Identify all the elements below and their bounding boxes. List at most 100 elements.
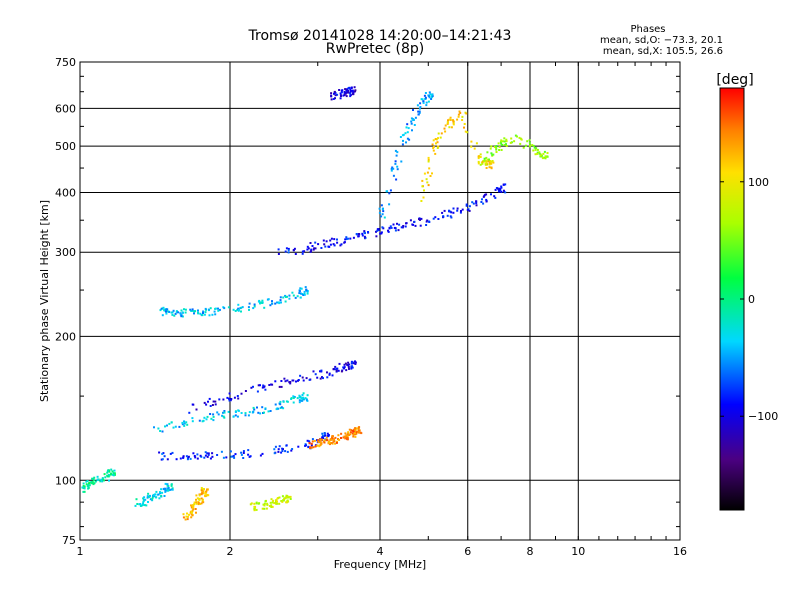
echo-point	[437, 145, 440, 148]
echo-point	[230, 455, 233, 458]
echo-point	[101, 480, 104, 483]
echo-point	[332, 368, 335, 371]
echo-point	[343, 91, 346, 93]
echo-point	[284, 300, 287, 303]
echo-point	[305, 399, 308, 401]
echo-point	[205, 418, 208, 421]
echo-point	[161, 430, 164, 433]
echo-point	[424, 92, 427, 94]
echo-point	[323, 441, 326, 444]
echo-point	[240, 412, 243, 414]
echo-point	[437, 132, 440, 135]
echo-point	[83, 490, 86, 493]
echo-point	[277, 448, 280, 451]
echo-point	[470, 140, 473, 143]
echo-point	[197, 309, 199, 312]
echo-point	[234, 411, 237, 413]
echo-point	[345, 88, 348, 91]
echo-point	[401, 143, 404, 146]
echo-point	[428, 167, 431, 170]
echo-point	[429, 93, 432, 96]
echo-point	[261, 386, 264, 389]
echo-point	[228, 392, 231, 395]
echo-point	[190, 516, 193, 519]
echo-point	[204, 454, 207, 457]
echo-point	[247, 453, 250, 456]
echo-point	[200, 455, 203, 458]
echo-point	[282, 407, 285, 410]
echo-point	[273, 502, 276, 505]
echo-point	[286, 450, 289, 453]
echo-point	[196, 457, 199, 460]
echo-point	[490, 162, 493, 165]
echo-point	[234, 453, 237, 456]
echo-point	[298, 394, 301, 397]
echo-point	[181, 315, 184, 318]
echo-point	[255, 502, 258, 505]
echo-point	[242, 457, 245, 459]
echo-point	[461, 119, 464, 121]
echo-point	[240, 392, 243, 395]
echo-point	[309, 242, 312, 244]
echo-point	[159, 491, 161, 494]
echo-point	[317, 441, 320, 443]
echo-point	[289, 498, 292, 500]
echo-point	[170, 488, 173, 491]
echo-point	[209, 405, 212, 407]
echo-point	[159, 430, 162, 432]
echo-point	[363, 235, 366, 238]
echo-point	[303, 250, 306, 253]
echo-point	[488, 163, 491, 166]
echo-point	[354, 360, 356, 363]
echo-point	[380, 204, 383, 207]
echo-point	[319, 370, 321, 373]
echo-point	[173, 314, 176, 317]
plot-frame	[79, 61, 681, 541]
echo-point	[483, 157, 486, 160]
echo-point	[242, 450, 245, 453]
echo-point	[458, 110, 461, 113]
echo-point	[274, 499, 277, 502]
echo-point	[241, 306, 244, 309]
echo-point	[294, 253, 297, 255]
echo-point	[346, 91, 349, 94]
echo-point	[382, 210, 385, 213]
echo-point	[164, 482, 167, 485]
echo-point	[287, 496, 290, 499]
echo-point	[211, 404, 214, 406]
echo-point	[222, 411, 224, 414]
echo-point	[82, 482, 85, 485]
echo-point	[169, 488, 172, 491]
echo-point	[160, 488, 163, 491]
echo-point	[203, 313, 206, 316]
echo-point	[253, 507, 256, 510]
echo-point	[197, 312, 200, 315]
echo-point	[213, 310, 216, 313]
echo-point	[309, 447, 311, 450]
echo-point	[193, 312, 195, 315]
echo-point	[203, 401, 206, 404]
echo-point	[291, 379, 294, 382]
echo-point	[269, 410, 272, 412]
echo-point	[183, 308, 185, 311]
echo-point	[434, 216, 437, 219]
echo-point	[336, 241, 339, 244]
echo-point	[232, 308, 235, 311]
echo-point	[306, 292, 309, 295]
echo-point	[188, 513, 190, 516]
echo-point	[486, 158, 489, 161]
echo-point	[504, 183, 507, 186]
echo-point	[422, 196, 425, 199]
echo-point	[491, 160, 494, 162]
echo-point	[194, 508, 197, 510]
echo-point	[271, 302, 274, 305]
colorbar-ticks: 100 0 −100	[720, 176, 778, 423]
echo-point	[394, 162, 397, 165]
echo-point	[267, 410, 270, 413]
echo-point	[225, 456, 228, 459]
echo-point	[341, 89, 344, 92]
echo-point	[335, 440, 338, 443]
echo-point	[96, 478, 99, 481]
echo-point	[538, 151, 541, 154]
echo-point	[443, 209, 446, 212]
